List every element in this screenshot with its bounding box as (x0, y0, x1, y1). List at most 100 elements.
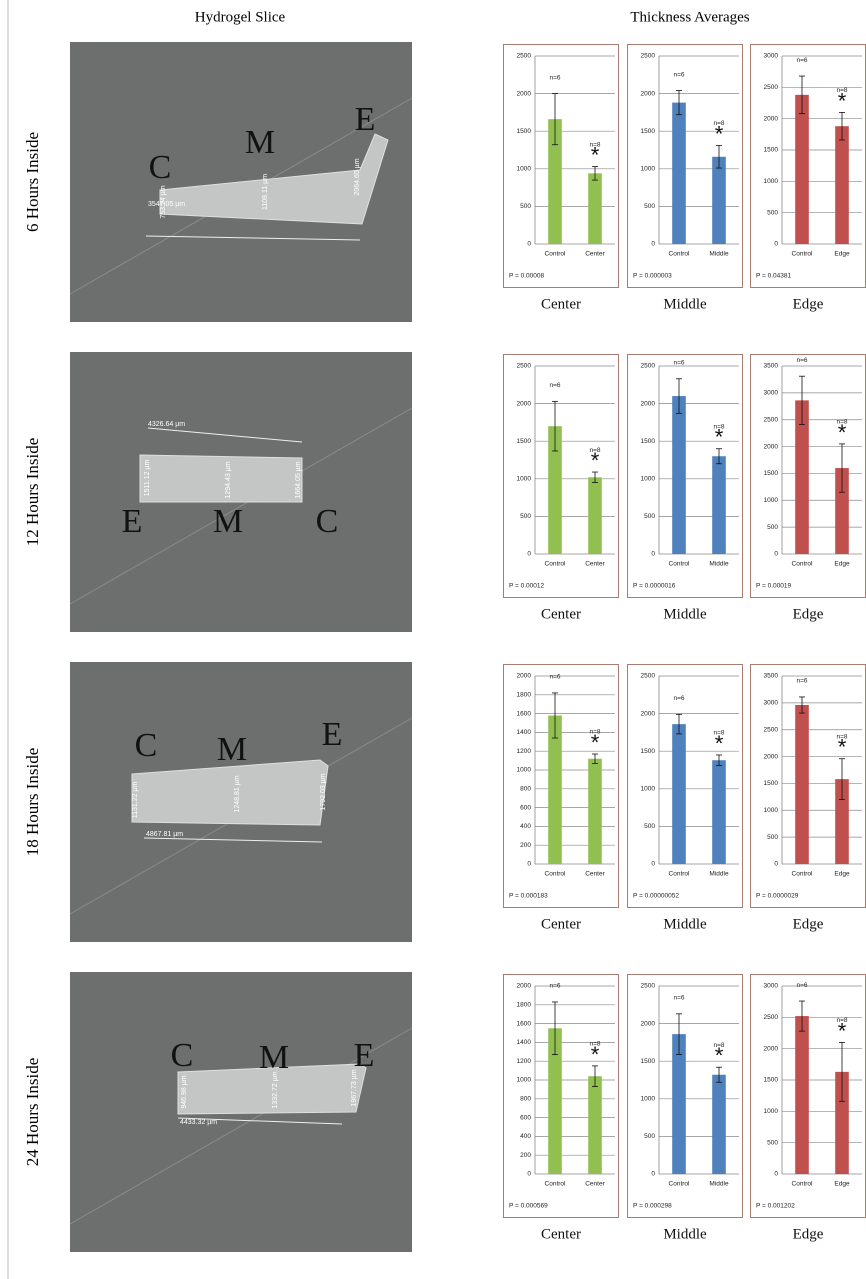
x-tick-label: Control (792, 561, 814, 568)
y-tick-label: 1000 (517, 166, 532, 173)
measurement: 3547.05 µm (148, 201, 185, 208)
p-value: P = 0.00000052 (633, 893, 679, 900)
y-tick-label: 1000 (764, 1108, 779, 1115)
sample-size: n=8 (713, 1042, 724, 1049)
region-letter: E (322, 716, 343, 753)
measurement: 1131.22 µm (132, 782, 139, 819)
measurement: 1511.12 µm (144, 460, 151, 497)
y-tick-label: 2000 (517, 983, 532, 990)
region-letter: C (171, 1037, 194, 1074)
measurement: 4433.32 µm (180, 1119, 217, 1126)
chart-title: Center (541, 296, 581, 312)
y-tick-label: 2500 (764, 726, 779, 733)
x-tick-label: Middle (709, 561, 729, 568)
y-tick-label: 0 (774, 861, 778, 868)
x-tick-label: Middle (709, 251, 729, 258)
y-tick-label: 0 (651, 241, 655, 248)
y-tick-label: 200 (520, 1152, 531, 1159)
y-tick-label: 1800 (517, 1002, 532, 1009)
x-tick-label: Control (545, 1181, 567, 1188)
sample-size: n=8 (589, 447, 600, 454)
row-label: 6 Hours Inside (23, 132, 42, 232)
region-letter: M (259, 1039, 289, 1076)
bar (835, 126, 849, 244)
y-tick-label: 1000 (641, 166, 656, 173)
y-tick-label: 2000 (641, 1020, 656, 1027)
chart-title: Middle (663, 916, 707, 932)
y-tick-label: 1000 (764, 497, 779, 504)
y-tick-label: 3000 (764, 700, 779, 707)
sample-size: n=8 (836, 733, 847, 740)
sample-size: n=6 (673, 995, 684, 1002)
p-value: P = 0.0000029 (756, 893, 799, 900)
y-tick-label: 1000 (517, 476, 532, 483)
y-tick-label: 1500 (517, 128, 532, 135)
x-tick-label: Edge (834, 561, 850, 568)
measurement: 4867.81 µm (146, 831, 183, 838)
bar (672, 1034, 686, 1174)
y-tick-label: 2500 (764, 1014, 779, 1021)
y-tick-label: 2000 (641, 710, 656, 717)
y-tick-label: 1500 (641, 748, 656, 755)
y-tick-label: 1000 (517, 767, 532, 774)
measurement: 1294.43 µm (225, 461, 232, 498)
region-letter: M (217, 731, 247, 768)
y-tick-label: 1400 (517, 729, 532, 736)
y-tick-label: 500 (520, 203, 531, 210)
measurement: 1332.72 µm (272, 1071, 279, 1108)
chart-title: Edge (793, 606, 824, 622)
y-tick-label: 3000 (764, 53, 779, 60)
y-tick-label: 400 (520, 823, 531, 830)
y-tick-label: 0 (774, 551, 778, 558)
y-tick-label: 1500 (517, 438, 532, 445)
chart-title: Center (541, 916, 581, 932)
y-tick-label: 1500 (764, 147, 779, 154)
bar (588, 759, 602, 864)
x-tick-label: Center (585, 251, 605, 258)
y-tick-label: 1000 (764, 178, 779, 185)
bar (712, 760, 726, 864)
y-tick-label: 500 (767, 834, 778, 841)
sample-size: n=8 (836, 87, 847, 94)
p-value: P = 0.000183 (509, 893, 548, 900)
y-tick-label: 0 (774, 241, 778, 248)
y-tick-label: 1200 (517, 1058, 532, 1065)
sample-size: n=8 (836, 419, 847, 426)
y-tick-label: 3000 (764, 390, 779, 397)
sample-size: n=6 (796, 982, 807, 989)
sample-size: n=6 (673, 695, 684, 702)
y-tick-label: 1500 (764, 1077, 779, 1084)
y-tick-label: 1500 (641, 438, 656, 445)
y-tick-label: 1000 (641, 476, 656, 483)
bar (712, 1075, 726, 1174)
y-tick-label: 2000 (517, 90, 532, 97)
chart-title: Center (541, 606, 581, 622)
y-tick-label: 2500 (641, 53, 656, 60)
y-tick-label: 2000 (641, 90, 656, 97)
y-tick-label: 0 (651, 861, 655, 868)
region-letter: M (245, 124, 275, 161)
region-letter: C (316, 503, 339, 540)
y-tick-label: 0 (527, 1171, 531, 1178)
measurement: 946.98 µm (181, 1075, 188, 1108)
y-tick-label: 1000 (764, 807, 779, 814)
chart-title: Edge (793, 296, 824, 312)
y-tick-label: 500 (767, 524, 778, 531)
bar (795, 95, 809, 244)
measurement: 1792.03 µm (320, 773, 327, 810)
region-letter: E (122, 503, 143, 540)
sample-size: n=8 (713, 423, 724, 430)
sample-size: n=6 (549, 74, 560, 81)
x-tick-label: Center (585, 1181, 605, 1188)
p-value: P = 0.00012 (509, 583, 545, 590)
y-tick-label: 2500 (764, 416, 779, 423)
chart-title: Middle (663, 1226, 707, 1242)
region-letter: C (135, 727, 158, 764)
row-label: 24 Hours Inside (23, 1058, 42, 1167)
measurement: 1664.05 µm (295, 461, 302, 498)
y-tick-label: 2500 (764, 84, 779, 91)
bar (712, 456, 726, 554)
y-tick-label: 500 (644, 823, 655, 830)
